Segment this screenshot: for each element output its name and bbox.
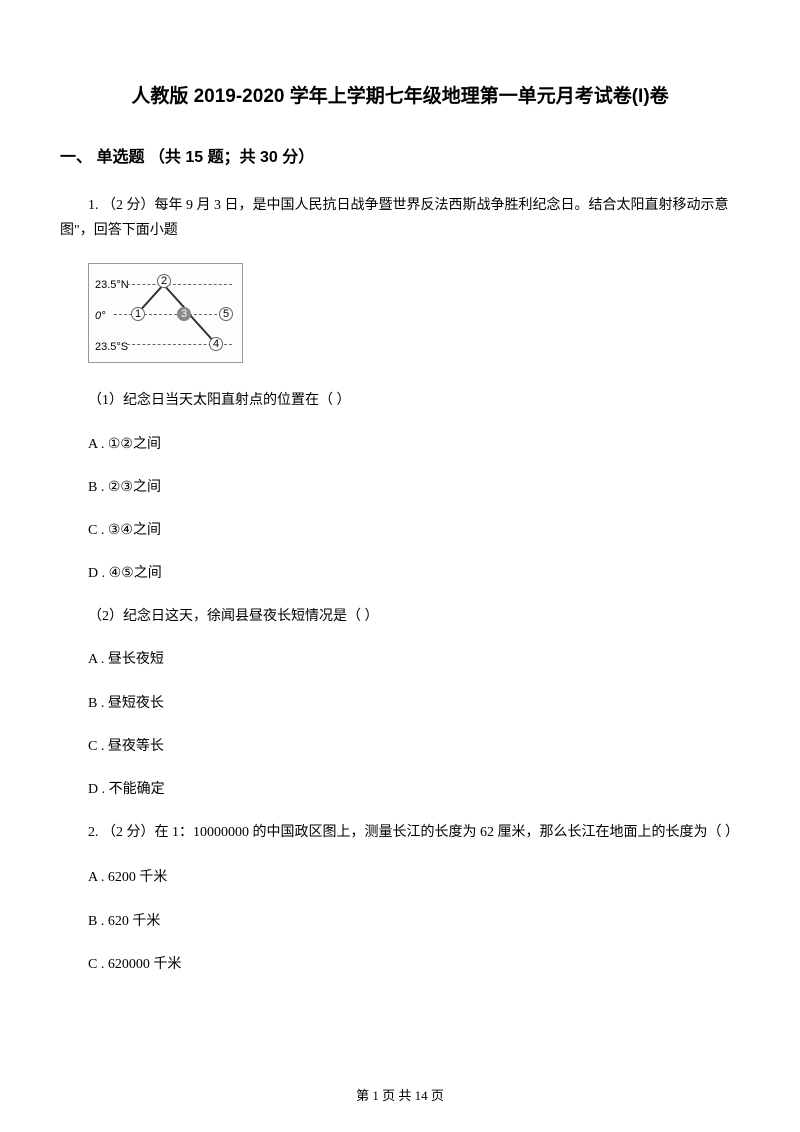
page-footer: 第 1 页 共 14 页	[0, 1084, 800, 1107]
point-3: 3	[177, 307, 191, 321]
q1-1-option-a: A . ①②之间	[60, 432, 740, 457]
q1-2-option-d: D . 不能确定	[60, 777, 740, 802]
q1-1-option-d: D . ④⑤之间	[60, 561, 740, 586]
lat-north-label: 23.5°N	[95, 276, 129, 296]
q2-intro: 2. （2 分）在 1：10000000 的中国政区图上，测量长江的长度为 62…	[60, 820, 740, 845]
q2-option-b: B . 620 千米	[60, 909, 740, 934]
q1-sub2: （2）纪念日这天，徐闻县昼夜长短情况是（ ）	[60, 604, 740, 629]
section-header: 一、 单选题 （共 15 题；共 30 分）	[60, 144, 740, 173]
q1-1-option-b: B . ②③之间	[60, 475, 740, 500]
lat-equator-label: 0°	[95, 307, 106, 327]
point-2: 2	[157, 274, 171, 288]
point-1: 1	[131, 307, 145, 321]
point-4: 4	[209, 337, 223, 351]
q2-option-a: A . 6200 千米	[60, 865, 740, 890]
exam-title: 人教版 2019-2020 学年上学期七年级地理第一单元月考试卷(I)卷	[60, 80, 740, 114]
q1-1-option-c: C . ③④之间	[60, 518, 740, 543]
q1-2-option-c: C . 昼夜等长	[60, 734, 740, 759]
q1-2-option-b: B . 昼短夜长	[60, 691, 740, 716]
dashed-line-top	[127, 284, 232, 285]
lat-south-label: 23.5°S	[95, 338, 128, 358]
point-5: 5	[219, 307, 233, 321]
q1-intro: 1. （2 分）每年 9 月 3 日，是中国人民抗日战争暨世界反法西斯战争胜利纪…	[60, 193, 740, 243]
q2-option-c: C . 620000 千米	[60, 952, 740, 977]
q1-sub1: （1）纪念日当天太阳直射点的位置在（ ）	[60, 388, 740, 413]
sun-diagram: 23.5°N 0° 23.5°S 1 2 3 4 5	[88, 263, 243, 363]
q1-2-option-a: A . 昼长夜短	[60, 647, 740, 672]
